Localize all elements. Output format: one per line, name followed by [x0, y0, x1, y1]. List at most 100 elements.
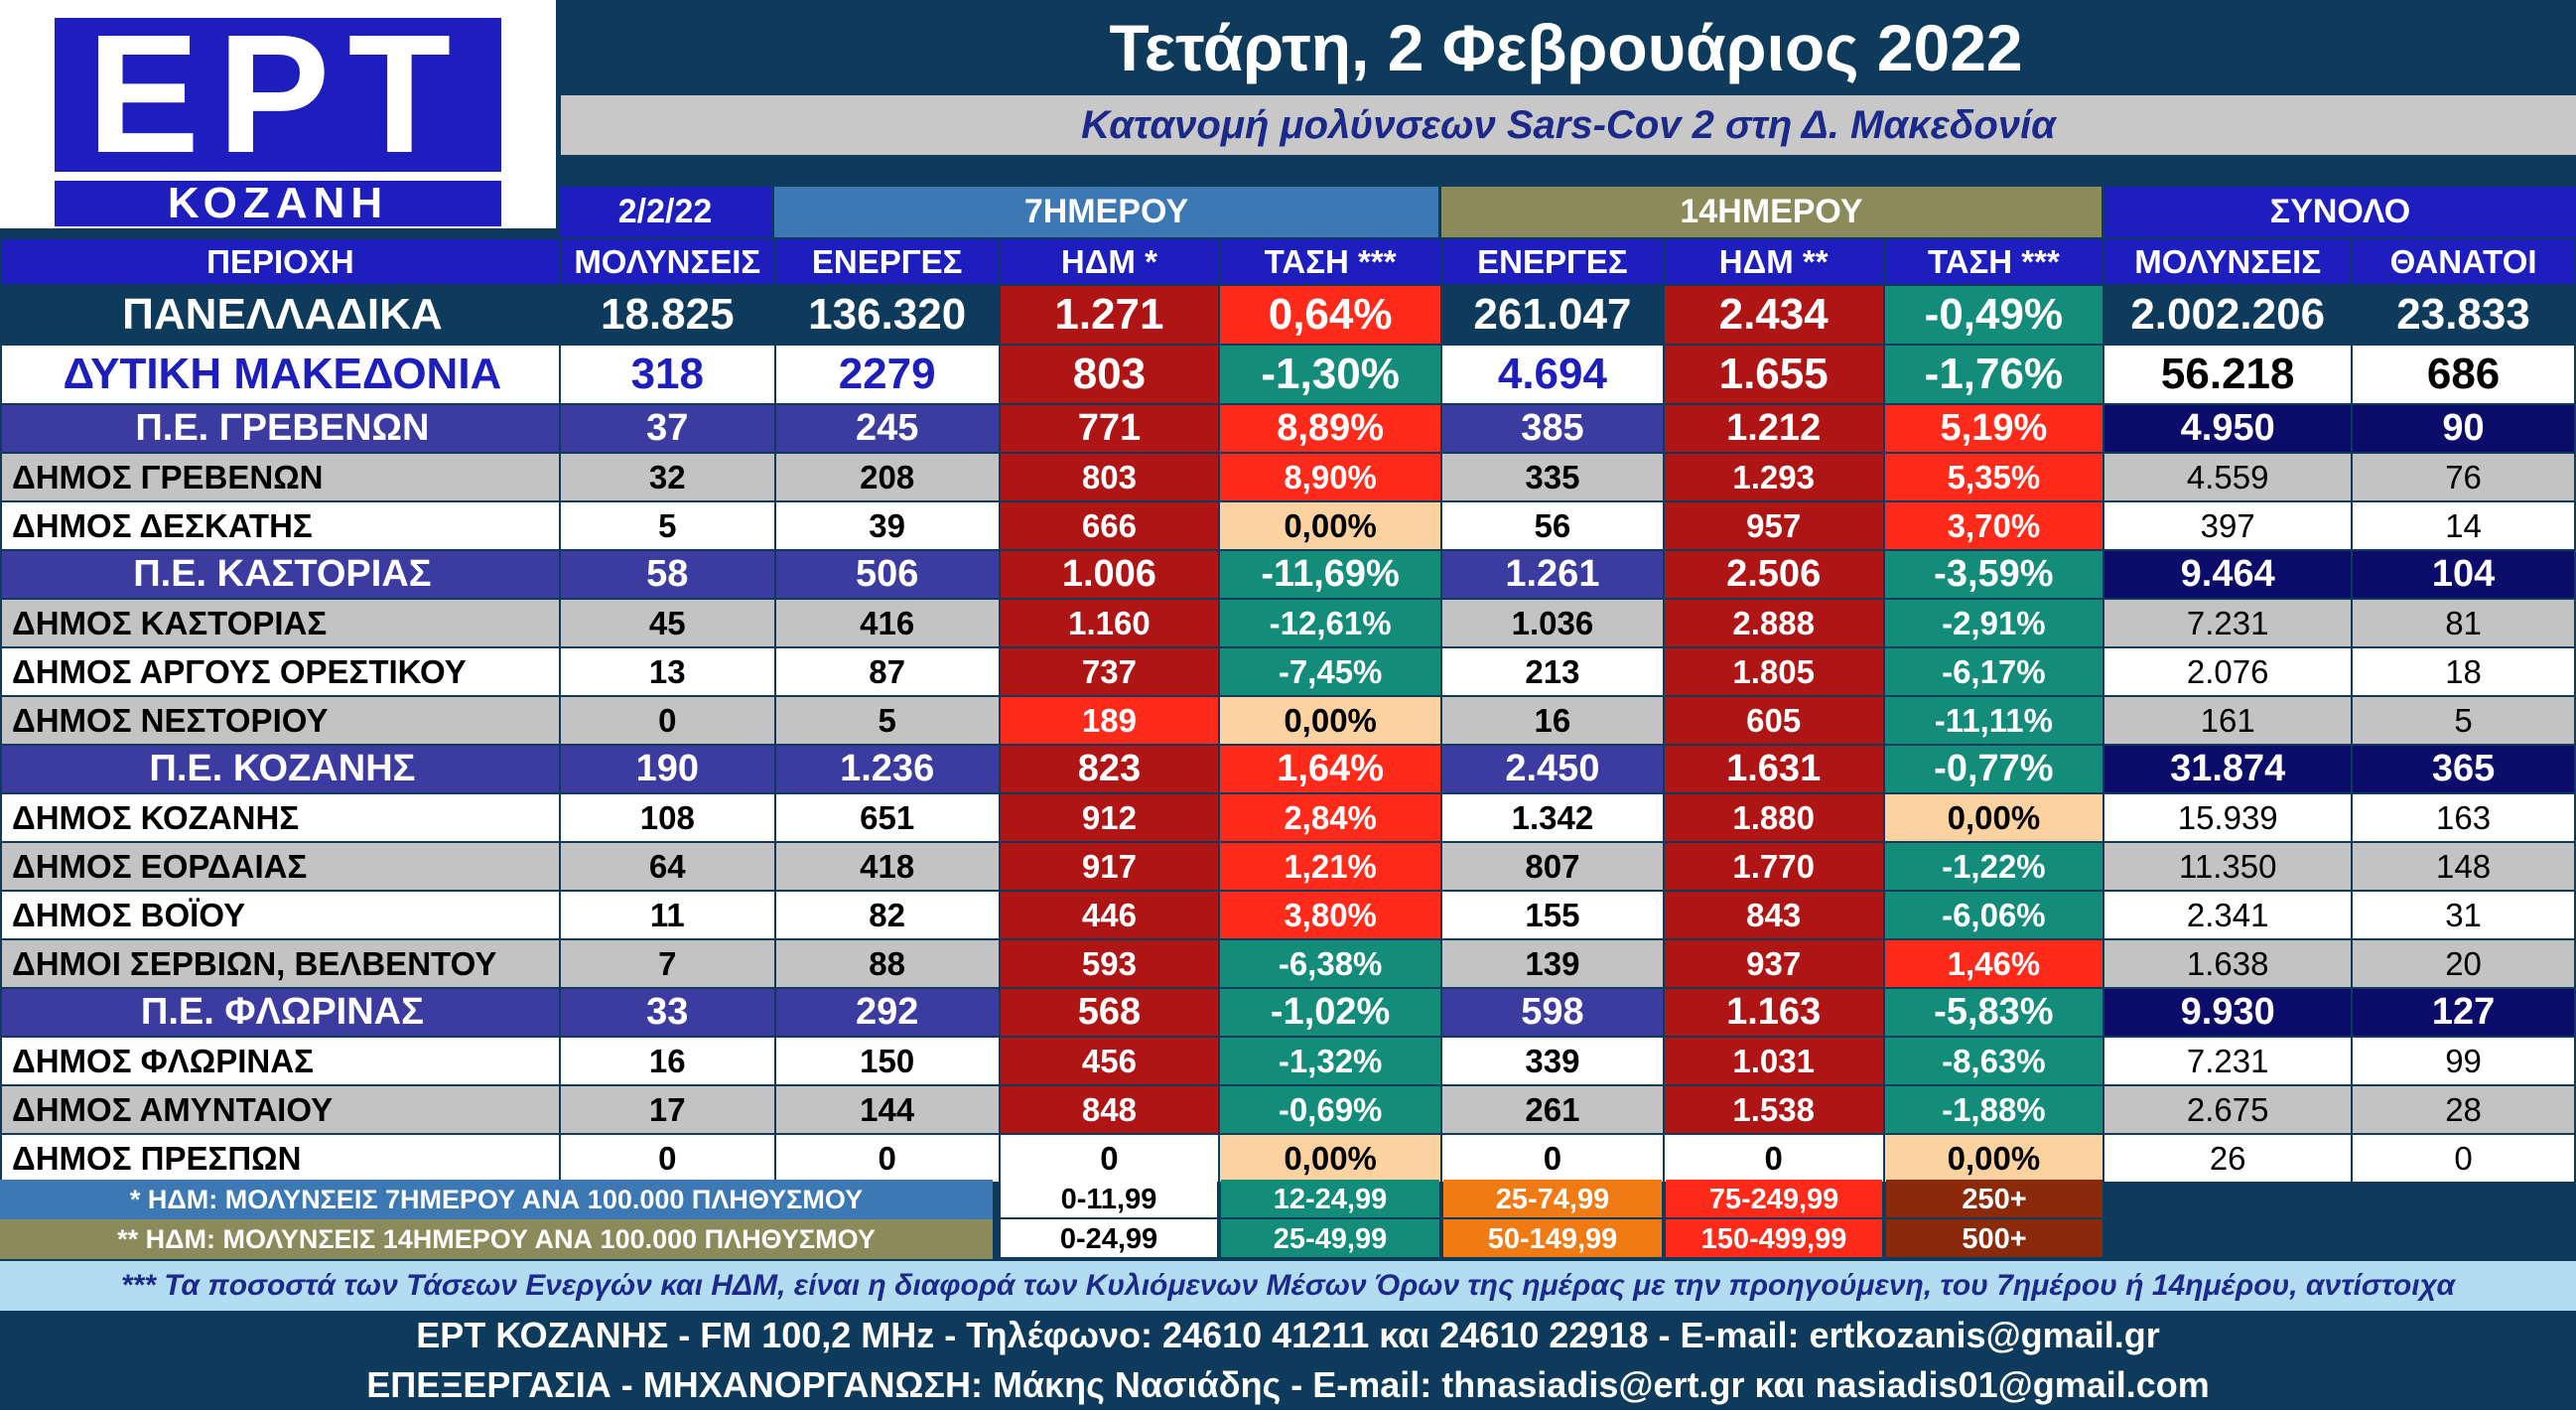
- cell-value: 150: [773, 1036, 1001, 1086]
- cell-value: 1.006: [998, 549, 1221, 600]
- cell-value: 5,35%: [1882, 452, 2105, 502]
- cell-value: 666: [998, 500, 1221, 551]
- cell-value: 605: [1662, 695, 1885, 746]
- cell-value: 318: [558, 344, 776, 405]
- cell-value: 335: [1440, 452, 1665, 502]
- footer-credits: ΕΠΕΞΕΡΓΑΣΙΑ - ΜΗΧΑΝΟΡΓΑΝΩΣΗ: Μάκης Νασιά…: [366, 1364, 2210, 1405]
- column-header: ΕΝΕΡΓΕΣ: [1440, 237, 1665, 286]
- cell-value: 37: [558, 403, 776, 454]
- municipality-row: ΔΗΜΟΣ ΑΜΥΝΤΑΙΟΥ 17 144 848 -0,69% 261 1.538 -1,…: [0, 1084, 2576, 1135]
- cell-value: 90: [2351, 403, 2576, 454]
- cell-value: 1,64%: [1218, 744, 1442, 794]
- legend-range: 250+: [1886, 1180, 2102, 1217]
- cell-value: -6,06%: [1882, 890, 2105, 940]
- cell-value: 1.638: [2102, 938, 2354, 989]
- cell-value: 108: [558, 792, 776, 843]
- cell-value: -11,69%: [1218, 549, 1442, 600]
- legend-range: 50-149,99: [1443, 1219, 1662, 1257]
- cell-value: 144: [773, 1084, 1001, 1135]
- column-header: ΤΑΣΗ ***: [1882, 237, 2105, 286]
- cell-value: 88: [773, 938, 1001, 989]
- cell-value: 208: [773, 452, 1001, 502]
- cell-value: -12,61%: [1218, 598, 1442, 648]
- column-header: ΗΔΜ **: [1662, 237, 1885, 286]
- cell-value: 2279: [773, 344, 1001, 405]
- legend-range: 12-24,99: [1221, 1180, 1439, 1217]
- cell-value: -3,59%: [1882, 549, 2105, 600]
- cell-value: 81: [2351, 598, 2576, 648]
- cell-value: 8,89%: [1218, 403, 1442, 454]
- cell-value: 82: [773, 890, 1001, 940]
- cell-value: 365: [2351, 744, 2576, 794]
- cell-value: 213: [1440, 646, 1665, 697]
- legend-range: 75-249,99: [1666, 1180, 1882, 1217]
- cell-value: -0,49%: [1882, 284, 2105, 346]
- cell-value: 0,00%: [1882, 1133, 2105, 1184]
- data-table: ΠΕΡΙΟΧΗ ΜΟΛΥΝΣΕΙΣ ΕΝΕΡΓΕΣ ΗΔΜ * ΤΑΣΗ ***…: [0, 237, 2576, 1184]
- cell-value: -1,02%: [1218, 987, 1442, 1038]
- column-header: ΠΕΡΙΟΧΗ: [0, 237, 561, 286]
- cell-value: 0,00%: [1882, 792, 2105, 843]
- legend-range: 25-74,99: [1443, 1180, 1662, 1217]
- cell-value: 2.675: [2102, 1084, 2354, 1135]
- column-header: ΜΟΛΥΝΣΕΙΣ: [2102, 237, 2354, 286]
- municipality-row: ΔΗΜΟΣ ΝΕΣΤΟΡΙΟΥ 0 5 189 0,00% 16 605 -11,11% 161…: [0, 695, 2576, 746]
- area-name: ΔΥΤΙΚΗ ΜΑΚΕΔΟΝΙΑ: [0, 344, 561, 405]
- cell-value: 823: [998, 744, 1221, 794]
- municipality-row: ΔΗΜΟΣ ΠΡΕΣΠΩΝ 0 0 0 0,00% 0 0 0,00% 26 0: [0, 1133, 2576, 1184]
- cell-value: 456: [998, 1036, 1221, 1086]
- cell-value: -1,76%: [1882, 344, 2105, 405]
- cell-value: 64: [558, 841, 776, 892]
- cell-value: 2.450: [1440, 744, 1665, 794]
- cell-value: -1,32%: [1218, 1036, 1442, 1086]
- cell-value: 9.930: [2102, 987, 2354, 1038]
- area-name: Π.Ε. ΦΛΩΡΙΝΑΣ: [0, 987, 561, 1038]
- cell-value: -7,45%: [1218, 646, 1442, 697]
- area-name: ΔΗΜΟΣ ΝΕΣΤΟΡΙΟΥ: [0, 695, 561, 746]
- cell-value: 1.261: [1440, 549, 1665, 600]
- cell-value: 76: [2351, 452, 2576, 502]
- cell-value: 23.833: [2351, 284, 2576, 346]
- cell-value: 1.805: [1662, 646, 1885, 697]
- cell-value: 245: [773, 403, 1001, 454]
- cell-value: 4.694: [1440, 344, 1665, 405]
- cell-value: 56.218: [2102, 344, 2354, 405]
- group-header-fortnight: 14ΗΜΕΡΟΥ: [1441, 187, 2104, 237]
- municipality-row: ΔΗΜΟΣ ΓΡΕΒΕΝΩΝ 32 208 803 8,90% 335 1.293 5,35%…: [0, 452, 2576, 502]
- cell-value: 385: [1440, 403, 1665, 454]
- legend-range: 25-49,99: [1221, 1219, 1439, 1257]
- cell-value: 3,80%: [1218, 890, 1442, 940]
- column-header: ΜΟΛΥΝΣΕΙΣ: [558, 237, 776, 286]
- cell-value: 598: [1440, 987, 1665, 1038]
- area-name: Π.Ε. ΚΟΖΑΝΗΣ: [0, 744, 561, 794]
- cell-value: -1,22%: [1882, 841, 2105, 892]
- cell-value: 803: [998, 452, 1221, 502]
- cell-value: 2.434: [1662, 284, 1885, 346]
- area-name: ΔΗΜΟΣ ΚΑΣΤΟΡΙΑΣ: [0, 598, 561, 648]
- cell-value: 1.036: [1440, 598, 1665, 648]
- cell-value: 5: [558, 500, 776, 551]
- legend-range: 0-24,99: [1001, 1219, 1217, 1257]
- legend-range: 150-499,99: [1666, 1219, 1882, 1257]
- area-name: ΔΗΜΟΣ ΔΕΣΚΑΤΗΣ: [0, 500, 561, 551]
- prefecture-row: Π.Ε. ΚΟΖΑΝΗΣ 190 1.236 823 1,64% 2.450 1.631 -0…: [0, 744, 2576, 794]
- cell-value: 5: [773, 695, 1001, 746]
- cell-value: 593: [998, 938, 1221, 989]
- cell-value: 2.506: [1662, 549, 1885, 600]
- cell-value: 0: [1662, 1133, 1885, 1184]
- cell-value: 0: [998, 1133, 1221, 1184]
- column-header: ΗΔΜ *: [998, 237, 1221, 286]
- logo: ΕΡΤ ΚΟΖΑΝΗ: [0, 0, 556, 228]
- cell-value: 16: [1440, 695, 1665, 746]
- cell-value: 3,70%: [1882, 500, 2105, 551]
- cell-value: 136.320: [773, 284, 1001, 346]
- cell-value: 33: [558, 987, 776, 1038]
- area-name: ΠΑΝΕΛΛΑΔΙΚΑ: [0, 284, 561, 346]
- cell-value: 807: [1440, 841, 1665, 892]
- prefecture-row: Π.Ε. ΓΡΕΒΕΝΩΝ 37 245 771 8,89% 385 1.212 5,19% 4…: [0, 403, 2576, 454]
- cell-value: -0,77%: [1882, 744, 2105, 794]
- cell-value: 1.538: [1662, 1084, 1885, 1135]
- area-name: ΔΗΜΟΙ ΣΕΡΒΙΩΝ, ΒΕΛΒΕΝΤΟΥ: [0, 938, 561, 989]
- cell-value: 937: [1662, 938, 1885, 989]
